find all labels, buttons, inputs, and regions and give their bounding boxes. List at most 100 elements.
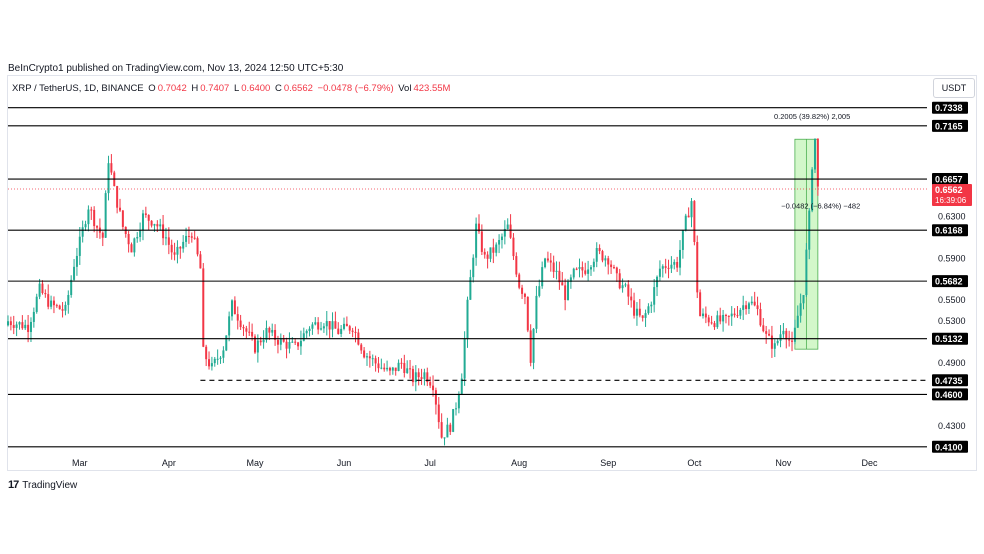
candle-body (67, 294, 70, 305)
candle-body (742, 305, 745, 310)
legend-vol: 423.55M (413, 83, 451, 94)
candle-body (268, 327, 271, 333)
candle-body (503, 228, 506, 237)
legend-close: 0.6562 (283, 83, 313, 94)
candle-body (144, 213, 147, 215)
candle-body (374, 358, 377, 364)
candle-body (799, 303, 802, 316)
candle-body (816, 138, 819, 187)
candle-body (297, 342, 300, 347)
candle-body (587, 269, 590, 274)
candle-body (322, 326, 325, 329)
candle-body (785, 330, 788, 340)
level-tag-0.6168 (932, 224, 968, 237)
candle-body (704, 313, 707, 318)
candle-body (406, 368, 409, 373)
current-price-label: 0.6562 (935, 185, 963, 195)
candle-body (641, 315, 644, 318)
candle-body (121, 210, 124, 227)
candle-body (699, 292, 702, 317)
candle-body (299, 340, 302, 347)
measure-annotation-2: −0.0482 (−6.84%) −482 (781, 202, 860, 211)
candle-body (147, 214, 150, 221)
candle-body (185, 235, 188, 242)
candle-body (187, 235, 190, 237)
candle-body (101, 232, 104, 238)
level-label-0.4100: 0.4100 (935, 442, 963, 452)
candle-body (164, 237, 167, 239)
candle-body (650, 304, 653, 307)
candle-body (320, 328, 323, 330)
candle-body (713, 323, 716, 328)
level-label-0.4735: 0.4735 (935, 376, 963, 386)
candle-body (302, 333, 305, 341)
candle-body (15, 324, 18, 328)
candle-body (644, 313, 647, 318)
candle-body (328, 321, 331, 330)
candle-body (489, 247, 492, 259)
candle-body (317, 322, 320, 330)
candle-body (670, 264, 673, 269)
published-caption: BeInCrypto1 published on TradingView.com… (8, 63, 344, 74)
candle-body (354, 331, 357, 333)
candle-body (394, 367, 397, 371)
legend-vol-label: Vol (398, 83, 412, 94)
x-tick-Apr: Apr (162, 458, 176, 468)
candle-body (78, 236, 81, 256)
candle-body (664, 266, 667, 268)
candle-body (716, 315, 719, 328)
candle-body (765, 331, 768, 334)
candle-body (624, 284, 627, 286)
candle-body (621, 285, 624, 289)
measure-annotation-1: 0.2005 (39.82%) 2,005 (774, 112, 850, 121)
candle-body (443, 437, 446, 439)
candle-body (279, 339, 282, 345)
candle-body (561, 282, 564, 286)
candle-body (724, 314, 727, 316)
candle-body (193, 237, 196, 239)
x-tick-Jun: Jun (337, 458, 352, 468)
currency-selector[interactable]: USDT (933, 78, 975, 98)
candle-body (733, 313, 736, 316)
candle-body (432, 385, 435, 391)
candle-body (73, 266, 76, 280)
candle-body (397, 362, 400, 371)
candle-body (802, 295, 805, 304)
candle-body (176, 246, 179, 255)
candle-body (475, 223, 478, 258)
candle-body (21, 322, 24, 329)
candle-body (213, 358, 216, 364)
candle-body (116, 186, 119, 208)
candle-body (179, 246, 182, 249)
x-tick-Oct: Oct (687, 458, 702, 468)
candle-body (667, 267, 670, 269)
legend-close-label: C (274, 83, 282, 94)
candle-body (308, 328, 311, 332)
symbol-legend: XRP / TetherUS, 1D, BINANCE O 0.7042 H 0.7… (12, 83, 452, 94)
candle-body (251, 331, 254, 337)
candle-body (727, 315, 730, 317)
legend-open: 0.7042 (157, 83, 187, 94)
candle-body (736, 315, 739, 317)
candle-body (305, 331, 308, 334)
level-label-0.4600: 0.4600 (935, 390, 963, 400)
candle-body (607, 258, 610, 265)
tradingview-brand: TradingView (22, 480, 78, 491)
candle-body (118, 207, 122, 211)
candles (6, 138, 819, 446)
x-tick-Jul: Jul (424, 458, 436, 468)
level-label-0.7338: 0.7338 (935, 103, 963, 113)
candle-body (156, 224, 159, 227)
candle-body (50, 300, 53, 307)
candle-body (360, 344, 363, 351)
candle-body (190, 236, 193, 238)
candle-body (598, 248, 601, 252)
candle-body (656, 276, 659, 288)
candle-body (199, 254, 202, 269)
candle-body (253, 336, 256, 353)
candle-body (480, 231, 483, 252)
candle-body (592, 261, 595, 268)
candle-body (750, 301, 753, 304)
candle-body (532, 328, 535, 363)
